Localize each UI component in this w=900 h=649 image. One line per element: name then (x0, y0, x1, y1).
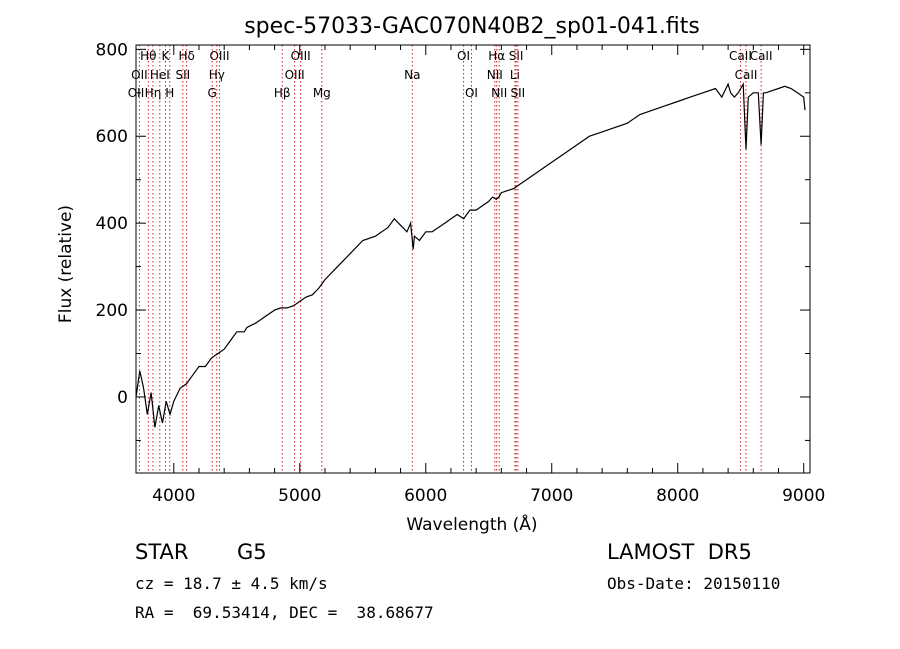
line-label: Hη (145, 86, 162, 100)
x-tick-label: 4000 (152, 486, 195, 506)
object-class: STAR (135, 540, 189, 564)
object-subclass: G5 (237, 540, 267, 564)
y-tick-label: 600 (96, 127, 128, 147)
axis-ticks: 4000 5000 6000 7000 8000 9000 0 200 400 600 800 (96, 40, 826, 506)
line-label: OIII (209, 49, 229, 63)
line-label: K (162, 49, 171, 63)
line-label: OIII (291, 49, 311, 63)
line-label: H (165, 86, 174, 100)
line-label: CaII (735, 68, 758, 82)
redshift-text: cz = 18.7 ± 4.5 km/s (135, 574, 328, 593)
line-label: OIII (285, 68, 305, 82)
plot-frame (135, 44, 811, 474)
y-tick-label: 400 (96, 214, 128, 234)
line-label: Mg (313, 86, 331, 100)
spectrum-line (136, 81, 806, 428)
y-tick-label: 0 (117, 388, 128, 408)
y-axis-label: Flux (relative) (56, 205, 76, 323)
line-label: Hα (488, 49, 505, 63)
chart-title: spec-57033-GAC070N40B2_sp01-041.fits (244, 14, 700, 39)
line-label: CaII (729, 49, 752, 63)
y-tick-label: 800 (96, 40, 128, 60)
line-label: OI (457, 49, 470, 63)
line-label: NII (491, 86, 507, 100)
line-label: SII (176, 68, 191, 82)
line-label: NII (487, 68, 503, 82)
x-tick-label: 9000 (782, 486, 825, 506)
line-label: G (208, 86, 217, 100)
line-label: Hδ (178, 49, 194, 63)
line-label: Hγ (209, 68, 225, 82)
x-tick-label: 7000 (530, 486, 573, 506)
line-label: HeI (150, 68, 170, 82)
line-label: Na (404, 68, 420, 82)
line-label: SII (509, 49, 524, 63)
line-label: CaII (750, 49, 773, 63)
survey-name: LAMOST DR5 (607, 540, 752, 564)
series-layer (136, 81, 806, 428)
x-tick-label: 5000 (278, 486, 321, 506)
line-label: Hθ (140, 49, 156, 63)
coordinates: RA = 69.53414, DEC = 38.68677 (135, 603, 434, 622)
x-tick-label: 8000 (656, 486, 699, 506)
obs-date: Obs-Date: 20150110 (607, 574, 781, 593)
line-label: SII (510, 86, 525, 100)
x-axis-label: Wavelength (Å) (406, 513, 537, 535)
line-label: Hβ (274, 86, 291, 100)
line-label: Li (510, 68, 520, 82)
spectral-line-markers: Hθ K Hδ OIII OIII OI Hα SII CaII OII HeI SII Hγ OIII N… (128, 45, 773, 473)
x-tick-label: 6000 (404, 486, 447, 506)
line-label: OI (465, 86, 478, 100)
line-label: OII (131, 68, 148, 82)
y-tick-label: 200 (96, 301, 128, 321)
